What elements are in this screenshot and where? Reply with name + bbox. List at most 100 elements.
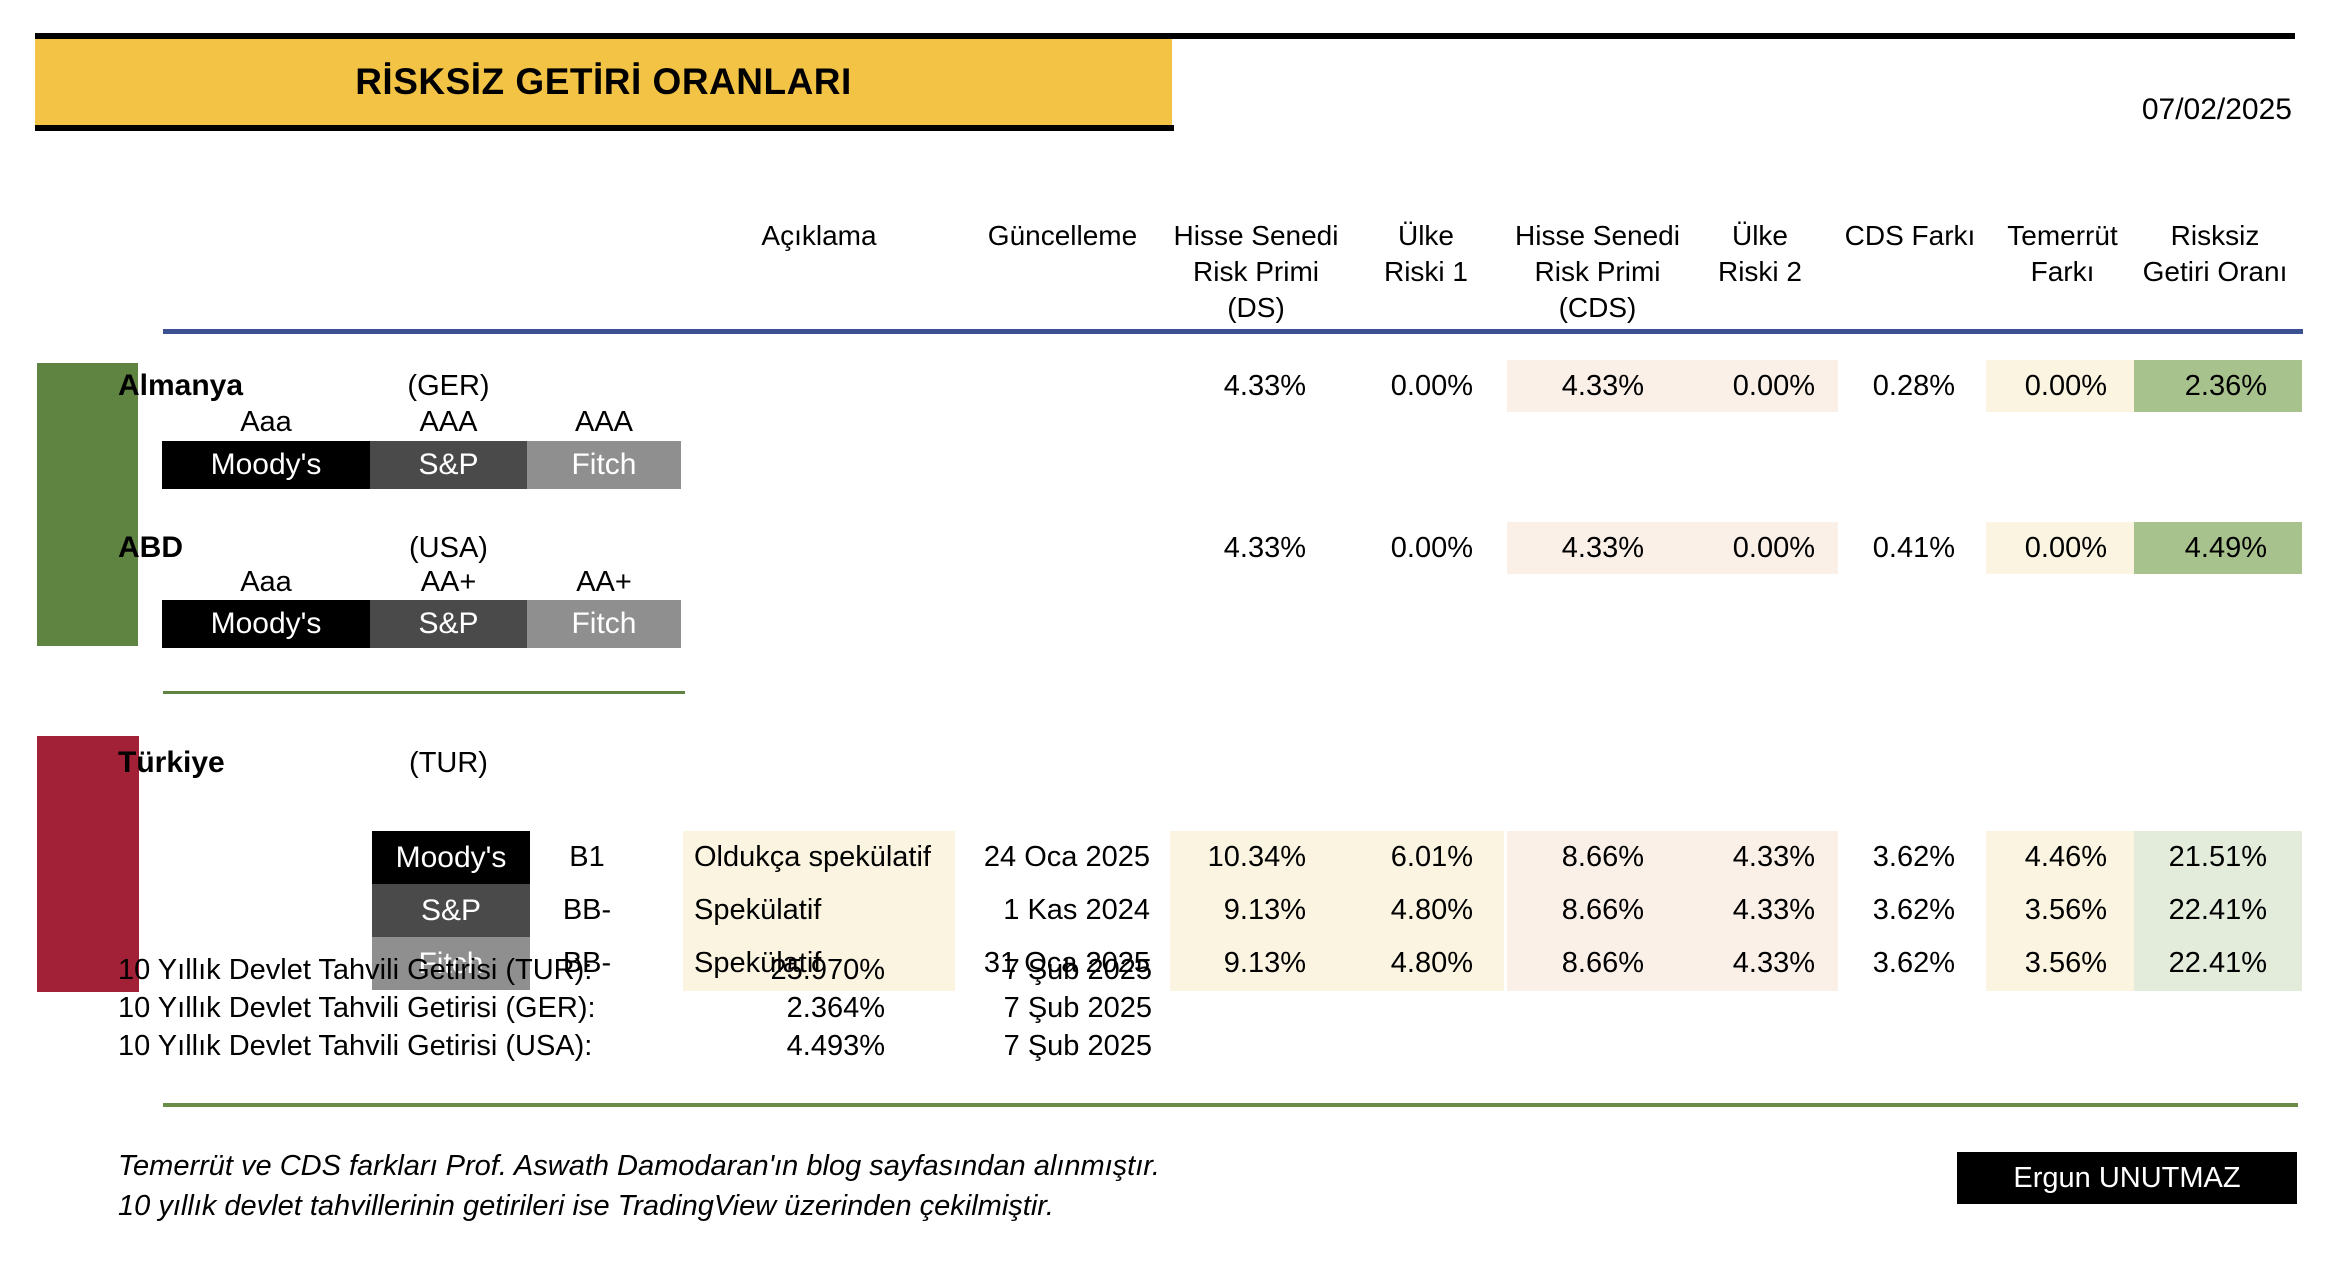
bond-yield-date-tur: 7 Şub 2025 xyxy=(1003,954,1152,986)
ger-fitch-badge: Fitch xyxy=(527,441,681,489)
country-name-germany: Almanya xyxy=(118,369,244,402)
column-header-ulke-riski-1: Ülke Riski 1 xyxy=(1383,220,1468,287)
page-title: RİSKSİZ GETİRİ ORANLARI xyxy=(35,39,1172,125)
tur-sp-ds-value: 9.13% xyxy=(1223,894,1306,926)
tur-fitch-risksiz-getiri-value: 22.41% xyxy=(2168,947,2267,979)
usa-ulke-riski-1-value: 0.00% xyxy=(1390,532,1473,564)
usa-moodys-badge: Moody's xyxy=(162,600,370,648)
usa-fitch-badge: Fitch xyxy=(527,600,681,648)
tur-moodys-temerrut-farki-value: 4.46% xyxy=(2024,841,2107,873)
tur-sp-temerrut-farki-value: 3.56% xyxy=(2024,894,2107,926)
ger-risksiz-getiri-value: 2.36% xyxy=(2184,370,2267,402)
usa-temerrut-highlight xyxy=(1986,522,2134,574)
tur-moodys-aciklama: Oldukça spekülatif xyxy=(694,841,931,873)
tur-moodys-cds-farki-value: 3.62% xyxy=(1872,841,1955,873)
tur-sp-cds-farki-value: 3.62% xyxy=(1872,894,1955,926)
tur-cds-highlight xyxy=(1507,831,1838,991)
usa-sp-badge: S&P xyxy=(370,600,527,648)
ger-ulke-riski-1-value: 0.00% xyxy=(1390,370,1473,402)
column-header-ulke-riski-2: Ülke Riski 2 xyxy=(1717,220,1802,287)
usa-risksiz-getiri-value: 4.49% xyxy=(2184,532,2267,564)
ger-fitch-rating: AAA xyxy=(574,406,634,438)
tur-moodys-cds-value: 8.66% xyxy=(1561,841,1644,873)
footer-note-damodaran: Temerrüt ve CDS farkları Prof. Aswath Da… xyxy=(118,1150,1160,1182)
usa-risksiz-highlight xyxy=(2134,522,2302,574)
author-badge: Ergun UNUTMAZ xyxy=(1957,1152,2297,1204)
usa-temerrut-farki-value: 0.00% xyxy=(2024,532,2107,564)
bond-yield-date-ger: 7 Şub 2025 xyxy=(1003,992,1152,1024)
country-name-turkey: Türkiye xyxy=(118,746,225,779)
tur-aciklama-highlight xyxy=(683,831,955,991)
tur-fitch-aciklama: Spekülatif xyxy=(694,947,822,979)
tur-ds-highlight xyxy=(1170,831,1504,991)
country-code-usa: (USA) xyxy=(409,532,488,564)
tur-temerrut-highlight xyxy=(1986,831,2134,991)
bond-yield-value-tur: 25.970% xyxy=(770,954,886,986)
column-header-hisse-senedi-risk-primi-cds: Hisse Senedi Risk Primi (CDS) xyxy=(1515,220,1680,323)
title-rule xyxy=(35,125,1174,131)
ger-risksiz-highlight xyxy=(2134,360,2302,412)
tur-sp-ulke-riski-2-value: 4.33% xyxy=(1732,894,1815,926)
header-rule xyxy=(163,329,2303,334)
germany-usa-color-block xyxy=(37,363,138,646)
ger-cds-highlight xyxy=(1507,360,1838,412)
country-code-turkey: (TUR) xyxy=(409,747,488,779)
bond-yield-label-usa: 10 Yıllık Devlet Tahvili Getirisi (USA): xyxy=(118,1030,593,1062)
usa-ulke-riski-2-value: 0.00% xyxy=(1732,532,1815,564)
column-header-temerrut-farki: Temerrüt Farkı xyxy=(2007,220,2118,287)
tur-moodys-ulke-riski-2-value: 4.33% xyxy=(1732,841,1815,873)
bond-yield-label-tur: 10 Yıllık Devlet Tahvili Getirisi (TUR): xyxy=(118,954,593,986)
footer-note-tradingview: 10 yıllık devlet tahvillerinin getiriler… xyxy=(118,1190,1054,1222)
bond-yield-value-usa: 4.493% xyxy=(786,1030,885,1062)
usa-cds-farki-value: 0.41% xyxy=(1872,532,1955,564)
tur-fitch-cds-farki-value: 3.62% xyxy=(1872,947,1955,979)
report-date: 07/02/2025 xyxy=(2141,93,2292,126)
ger-temerrut-highlight xyxy=(1986,360,2134,412)
tur-fitch-temerrut-farki-value: 3.56% xyxy=(2024,947,2107,979)
tur-moodys-risksiz-getiri-value: 21.51% xyxy=(2168,841,2267,873)
tur-sp-cds-value: 8.66% xyxy=(1561,894,1644,926)
usa-sp-rating: AA+ xyxy=(420,566,477,598)
tur-fitch-guncelleme: 31 Oca 2025 xyxy=(983,947,1150,979)
tur-moodys-guncelleme: 24 Oca 2025 xyxy=(983,841,1150,873)
usa-moodys-rating: Aaa xyxy=(240,566,292,598)
ger-cds-farki-value: 0.28% xyxy=(1872,370,1955,402)
column-header-guncelleme: Güncelleme xyxy=(987,220,1138,251)
tur-fitch-ulke-riski-2-value: 4.33% xyxy=(1732,947,1815,979)
column-header-cds-farki: CDS Farkı xyxy=(1844,220,1976,251)
tur-risksiz-highlight xyxy=(2134,831,2302,991)
ger-ulke-riski-2-value: 0.00% xyxy=(1732,370,1815,402)
ger-moodys-badge: Moody's xyxy=(162,441,370,489)
bond-yield-label-ger: 10 Yıllık Devlet Tahvili Getirisi (GER): xyxy=(118,992,596,1024)
tur-moodys-ulke-riski-1-value: 6.01% xyxy=(1390,841,1473,873)
column-header-risksiz-getiri-orani: Risksiz Getiri Oranı xyxy=(2142,220,2288,287)
usa-fitch-rating: AA+ xyxy=(576,566,632,598)
ger-sp-rating: AAA xyxy=(419,406,478,438)
tur-fitch-ds-value: 9.13% xyxy=(1223,947,1306,979)
section-separator-rule xyxy=(163,691,685,694)
ger-moodys-rating: Aaa xyxy=(240,406,292,438)
tur-sp-risksiz-getiri-value: 22.41% xyxy=(2168,894,2267,926)
tur-fitch-badge: Fitch xyxy=(372,937,530,990)
turkey-color-block xyxy=(37,736,139,992)
tur-moodys-badge: Moody's xyxy=(372,831,530,884)
bond-yield-date-usa: 7 Şub 2025 xyxy=(1003,1030,1152,1062)
country-code-germany: (GER) xyxy=(407,370,490,402)
tur-sp-badge: S&P xyxy=(372,884,530,937)
ger-temerrut-farki-value: 0.00% xyxy=(2024,370,2107,402)
bond-yield-value-ger: 2.364% xyxy=(786,992,885,1024)
top-rule xyxy=(35,33,2295,39)
tur-sp-ulke-riski-1-value: 4.80% xyxy=(1390,894,1473,926)
tur-moodys-rating: B1 xyxy=(569,841,605,873)
footer-rule xyxy=(163,1103,2298,1107)
usa-ds-value: 4.33% xyxy=(1223,532,1306,564)
usa-cds-value: 4.33% xyxy=(1561,532,1644,564)
tur-fitch-rating: BB- xyxy=(562,947,612,979)
tur-fitch-ulke-riski-1-value: 4.80% xyxy=(1390,947,1473,979)
ger-ds-value: 4.33% xyxy=(1223,370,1306,402)
tur-sp-rating: BB- xyxy=(562,894,612,926)
tur-sp-aciklama: Spekülatif xyxy=(694,894,822,926)
tur-fitch-cds-value: 8.66% xyxy=(1561,947,1644,979)
column-header-aciklama: Açıklama xyxy=(761,220,877,251)
